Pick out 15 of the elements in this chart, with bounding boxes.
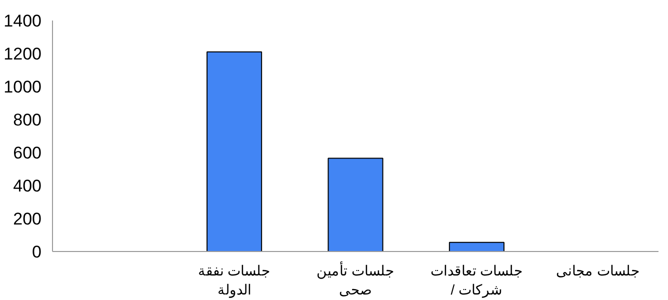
y-tick-label: 800 (13, 110, 42, 130)
bar (448, 242, 504, 252)
y-tick-label: 200 (13, 210, 42, 228)
y-tick-label: 1200 (4, 44, 42, 64)
x-tick-label: جلسات مجانى (556, 262, 640, 278)
x-tick-label: جلسات تأمين صحى (316, 260, 394, 298)
bar (328, 158, 384, 252)
x-tick-label: جلسات تعاقدات / شركات (430, 262, 524, 299)
y-tick-label: 600 (13, 144, 42, 162)
y-tick-label: 400 (13, 176, 42, 196)
y-tick-label: 0 (32, 242, 42, 262)
y-tick-label: 1000 (4, 78, 42, 96)
bar (206, 51, 262, 252)
x-tick-label: جلسات نفقة الدولة (198, 262, 271, 299)
y-tick-label: 1400 (4, 12, 42, 30)
